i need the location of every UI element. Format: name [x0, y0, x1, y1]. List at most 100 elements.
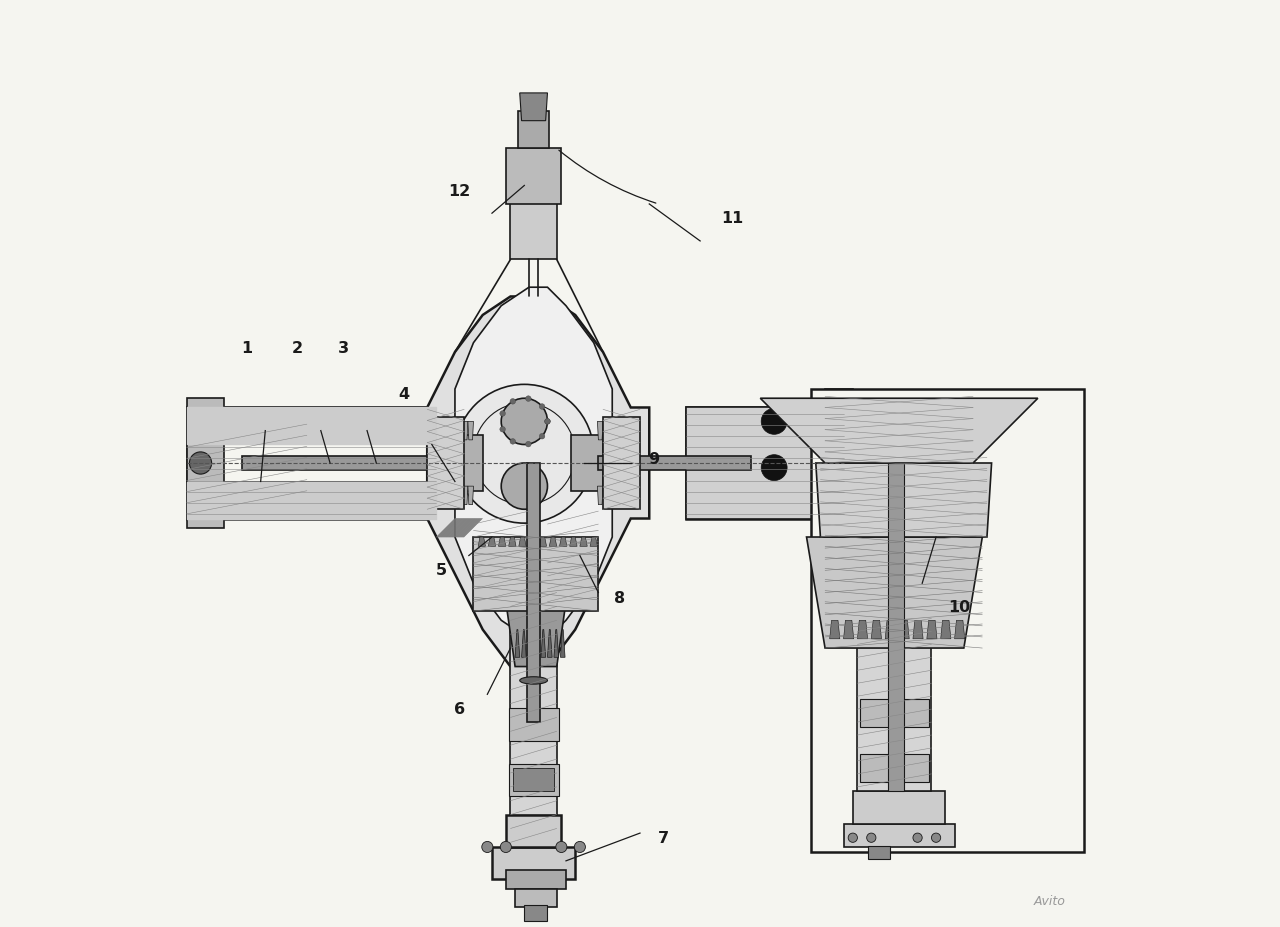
- Polygon shape: [580, 538, 588, 547]
- Polygon shape: [868, 846, 890, 859]
- Circle shape: [545, 419, 550, 425]
- Circle shape: [454, 385, 594, 524]
- Polygon shape: [457, 422, 462, 440]
- Polygon shape: [479, 538, 485, 547]
- Polygon shape: [603, 422, 608, 440]
- Polygon shape: [625, 487, 631, 505]
- Polygon shape: [506, 815, 562, 847]
- Polygon shape: [488, 538, 495, 547]
- Circle shape: [556, 842, 567, 853]
- Circle shape: [539, 434, 545, 439]
- Polygon shape: [506, 149, 562, 205]
- Polygon shape: [513, 768, 554, 792]
- Polygon shape: [913, 620, 923, 639]
- Circle shape: [500, 842, 512, 853]
- Polygon shape: [598, 487, 603, 505]
- Polygon shape: [549, 538, 557, 547]
- Polygon shape: [462, 422, 468, 440]
- Polygon shape: [554, 629, 558, 657]
- Circle shape: [867, 833, 876, 843]
- Polygon shape: [187, 408, 436, 445]
- Polygon shape: [570, 538, 577, 547]
- Circle shape: [509, 439, 516, 445]
- Polygon shape: [899, 620, 909, 639]
- Text: 5: 5: [435, 563, 447, 578]
- Ellipse shape: [520, 677, 548, 684]
- Text: 11: 11: [722, 211, 744, 226]
- Polygon shape: [428, 298, 649, 667]
- Text: 7: 7: [658, 831, 668, 845]
- Circle shape: [502, 464, 548, 510]
- Polygon shape: [511, 603, 557, 815]
- Circle shape: [502, 399, 548, 445]
- Polygon shape: [620, 487, 625, 505]
- Polygon shape: [452, 487, 457, 505]
- Polygon shape: [559, 538, 567, 547]
- Circle shape: [539, 404, 545, 410]
- Polygon shape: [603, 487, 608, 505]
- Polygon shape: [506, 870, 566, 889]
- Polygon shape: [614, 422, 620, 440]
- Polygon shape: [614, 487, 620, 505]
- Polygon shape: [590, 538, 598, 547]
- Polygon shape: [508, 708, 558, 741]
- Circle shape: [526, 397, 531, 402]
- Polygon shape: [492, 847, 575, 880]
- Polygon shape: [525, 906, 548, 921]
- Polygon shape: [452, 422, 457, 440]
- Polygon shape: [561, 629, 564, 657]
- Polygon shape: [815, 464, 992, 538]
- Polygon shape: [886, 620, 896, 639]
- Polygon shape: [829, 620, 840, 639]
- Text: 12: 12: [448, 184, 471, 198]
- Circle shape: [509, 400, 516, 405]
- Polygon shape: [440, 422, 445, 440]
- Polygon shape: [474, 538, 598, 612]
- Polygon shape: [527, 464, 540, 722]
- Polygon shape: [529, 629, 532, 657]
- Polygon shape: [686, 408, 844, 519]
- Polygon shape: [518, 538, 526, 547]
- Circle shape: [545, 419, 550, 425]
- Circle shape: [849, 833, 858, 843]
- Polygon shape: [187, 399, 224, 528]
- Polygon shape: [927, 620, 937, 639]
- Polygon shape: [468, 487, 474, 505]
- Circle shape: [526, 442, 531, 448]
- Text: 8: 8: [614, 590, 625, 605]
- Circle shape: [913, 833, 922, 843]
- Polygon shape: [812, 389, 1084, 852]
- Polygon shape: [941, 620, 951, 639]
- Polygon shape: [457, 487, 462, 505]
- Polygon shape: [860, 699, 929, 727]
- Polygon shape: [858, 620, 868, 639]
- Polygon shape: [187, 482, 436, 519]
- Text: 6: 6: [454, 701, 465, 716]
- Polygon shape: [498, 538, 506, 547]
- Polygon shape: [511, 186, 557, 260]
- Polygon shape: [598, 456, 751, 471]
- Polygon shape: [520, 94, 548, 121]
- Polygon shape: [826, 389, 852, 538]
- Circle shape: [932, 833, 941, 843]
- Polygon shape: [806, 538, 982, 648]
- Polygon shape: [535, 629, 539, 657]
- Polygon shape: [515, 889, 557, 908]
- Polygon shape: [872, 620, 882, 639]
- Circle shape: [481, 842, 493, 853]
- Polygon shape: [955, 620, 965, 639]
- Polygon shape: [508, 538, 516, 547]
- Polygon shape: [506, 603, 566, 667]
- Polygon shape: [468, 422, 474, 440]
- Text: 3: 3: [338, 340, 349, 356]
- Polygon shape: [852, 792, 946, 824]
- Circle shape: [189, 452, 211, 475]
- Text: 1: 1: [241, 340, 252, 356]
- Polygon shape: [445, 422, 452, 440]
- Polygon shape: [508, 764, 558, 796]
- Polygon shape: [428, 417, 465, 510]
- Polygon shape: [852, 403, 872, 524]
- Polygon shape: [440, 487, 445, 505]
- Circle shape: [499, 412, 506, 417]
- Polygon shape: [844, 620, 854, 639]
